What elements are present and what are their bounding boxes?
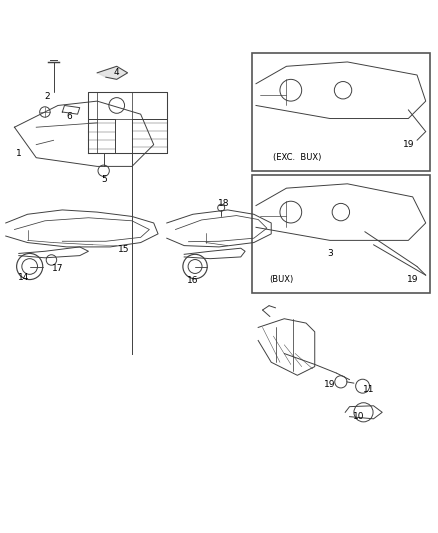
Text: 2: 2 <box>44 92 50 101</box>
Text: 19: 19 <box>407 275 418 284</box>
Text: 10: 10 <box>353 412 364 421</box>
Text: 16: 16 <box>187 276 199 285</box>
Text: 17: 17 <box>52 264 64 273</box>
Text: (EXC.  BUX): (EXC. BUX) <box>273 153 322 162</box>
Text: 15: 15 <box>117 245 129 254</box>
Text: 11: 11 <box>364 385 375 394</box>
Text: 5: 5 <box>101 175 106 184</box>
Polygon shape <box>97 66 127 79</box>
Text: 6: 6 <box>66 112 72 121</box>
Text: 14: 14 <box>18 273 29 282</box>
FancyBboxPatch shape <box>252 175 430 293</box>
Text: 1: 1 <box>16 149 21 158</box>
Text: 19: 19 <box>403 140 414 149</box>
Text: 4: 4 <box>114 68 120 77</box>
Text: (BUX): (BUX) <box>269 275 293 284</box>
Text: 18: 18 <box>218 199 229 208</box>
FancyBboxPatch shape <box>252 53 430 171</box>
Text: 19: 19 <box>324 379 336 389</box>
Text: 3: 3 <box>327 249 333 258</box>
